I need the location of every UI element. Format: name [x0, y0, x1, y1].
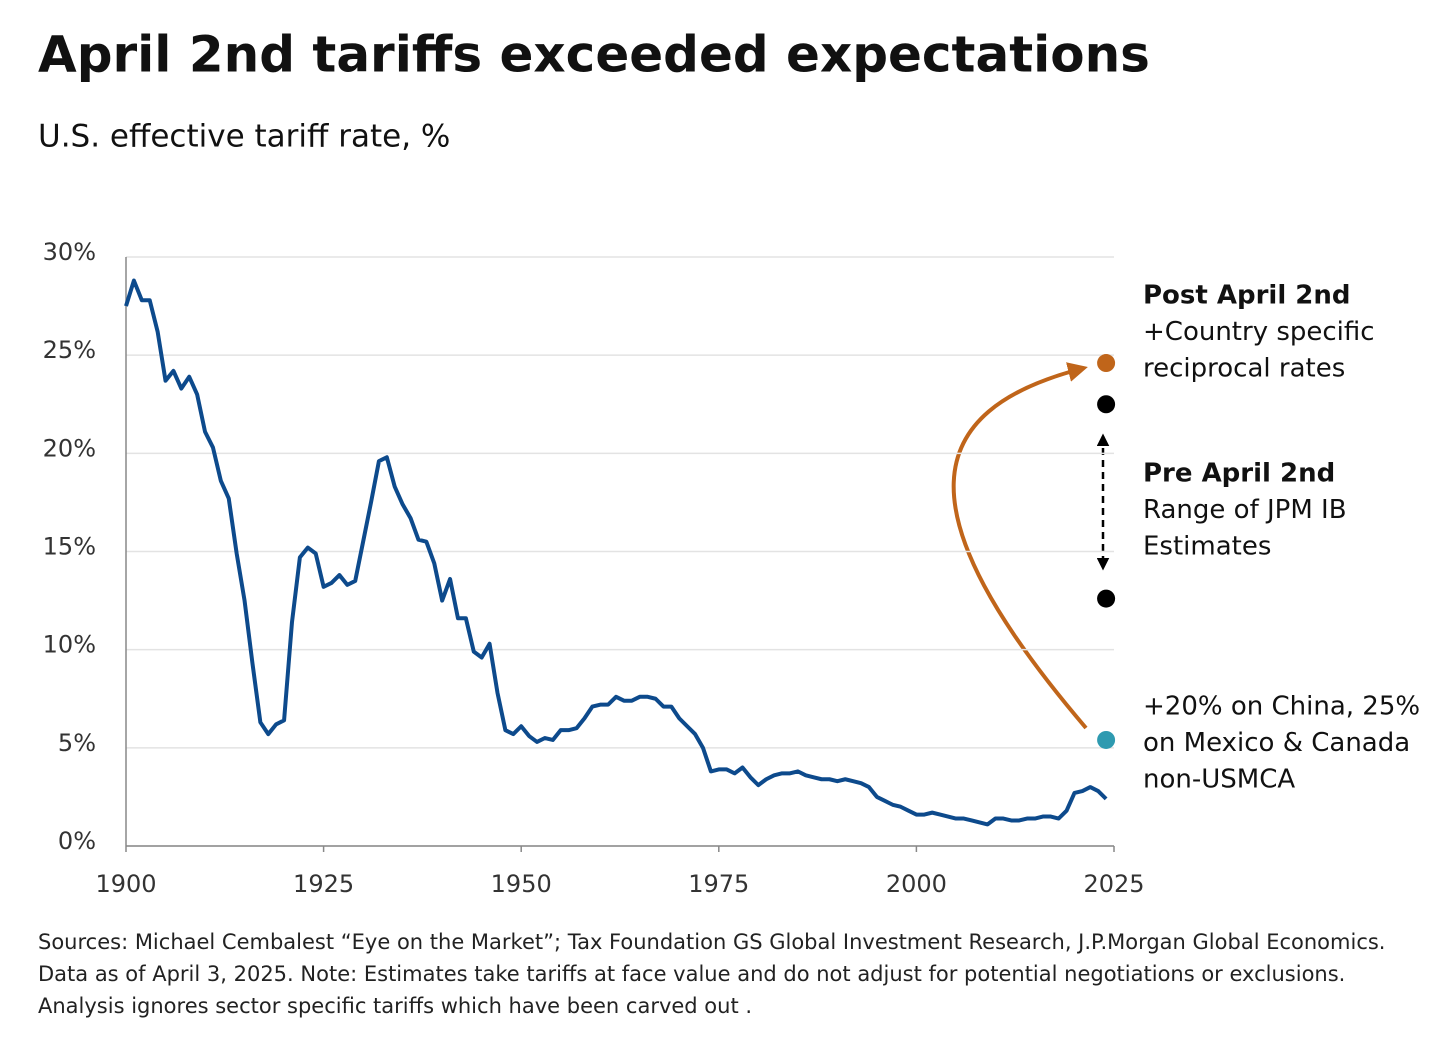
- annotation-text: +Country specific: [1143, 317, 1375, 347]
- x-tick-label: 1900: [95, 870, 156, 898]
- footnote: Sources: Michael Cembalest “Eye on the M…: [38, 930, 1385, 954]
- y-tick-label: 20%: [43, 434, 96, 462]
- x-tick-label: 2025: [1083, 870, 1144, 898]
- annotation-text: non-USMCA: [1143, 765, 1295, 795]
- y-tick-label: 15%: [43, 533, 96, 561]
- chart-subtitle: U.S. effective tariff rate, %: [38, 119, 450, 155]
- point: [1097, 395, 1116, 414]
- footnote: Data as of April 3, 2025. Note: Estimate…: [38, 962, 1345, 986]
- y-tick-label: 0%: [58, 827, 96, 855]
- x-tick-label: 2000: [886, 870, 947, 898]
- line: [124, 278, 1108, 827]
- annotation-text: +20% on China, 25%: [1143, 692, 1420, 722]
- y-tick-label: 30%: [43, 238, 96, 266]
- annotation-text: on Mexico & Canada: [1143, 728, 1410, 758]
- x-tick-label: 1925: [293, 870, 354, 898]
- arrow: [951, 362, 1088, 730]
- y-tick-label: 5%: [58, 729, 96, 757]
- annotation-title: Pre April 2nd: [1143, 459, 1335, 489]
- point: [1097, 730, 1116, 749]
- x-tick-label: 1950: [491, 870, 552, 898]
- footnote: Analysis ignores sector specific tariffs…: [38, 994, 752, 1018]
- annotation-text: reciprocal rates: [1143, 354, 1345, 384]
- chart-title: April 2nd tariffs exceeded expectations: [38, 26, 1150, 84]
- y-tick-label: 10%: [43, 631, 96, 659]
- annotation-title: Post April 2nd: [1143, 281, 1351, 311]
- x-tick-label: 1975: [688, 870, 749, 898]
- point: [1097, 354, 1116, 373]
- annotation-text: Estimates: [1143, 532, 1271, 562]
- point: [1097, 589, 1116, 608]
- y-tick-label: 25%: [43, 336, 96, 364]
- annotation-text: Range of JPM IB: [1143, 495, 1347, 525]
